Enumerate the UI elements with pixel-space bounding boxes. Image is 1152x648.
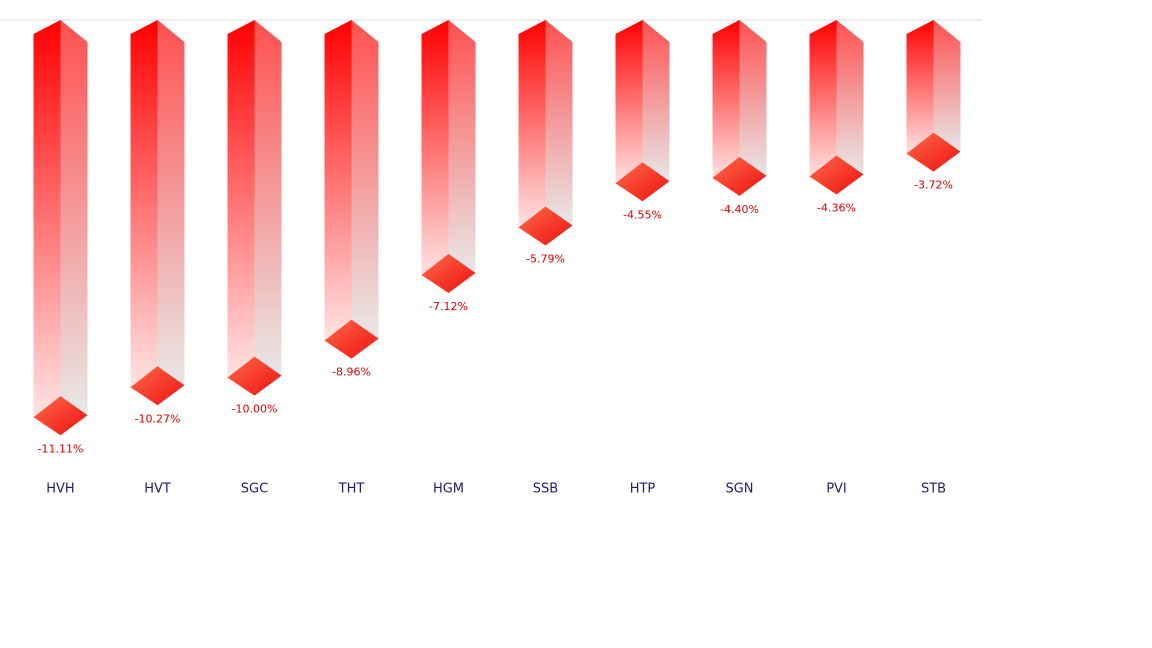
x-tick-label: HVT xyxy=(144,482,171,497)
bar-front xyxy=(130,20,158,389)
bar-front xyxy=(615,20,643,185)
bar-base xyxy=(615,162,670,202)
bar xyxy=(227,20,282,396)
bar xyxy=(809,20,864,195)
bar-base xyxy=(324,319,379,359)
bar xyxy=(712,20,767,196)
bar-base xyxy=(33,396,88,436)
bar-front xyxy=(518,20,546,229)
bar-base xyxy=(227,356,282,396)
value-label: -7.12% xyxy=(429,300,468,313)
x-tick-label: HTP xyxy=(630,482,656,497)
bar-front xyxy=(712,20,740,179)
bar-side xyxy=(642,20,670,183)
bar-front xyxy=(33,20,61,419)
bar-side xyxy=(254,20,282,377)
bar xyxy=(421,20,476,293)
x-tick-label: HVH xyxy=(46,482,74,497)
x-tick-label: PVI xyxy=(826,482,847,497)
bar-front xyxy=(421,20,449,276)
bar-front xyxy=(809,20,837,178)
bar-side xyxy=(157,20,185,387)
bar-side xyxy=(836,20,864,176)
value-label: -10.27% xyxy=(135,412,181,425)
bar xyxy=(906,20,961,172)
value-label: -8.96% xyxy=(332,366,371,379)
x-tick-label: THT xyxy=(338,482,365,497)
bar xyxy=(518,20,573,246)
bar xyxy=(324,20,379,359)
value-label: -3.72% xyxy=(914,179,953,192)
value-label: -5.79% xyxy=(526,253,565,266)
bar xyxy=(33,20,88,436)
value-label: -11.11% xyxy=(38,442,84,455)
bar-base xyxy=(518,206,573,246)
bar-side xyxy=(545,20,573,227)
value-label: -4.40% xyxy=(720,203,759,216)
bar-base xyxy=(809,155,864,195)
bar-side xyxy=(933,20,961,153)
value-label: -4.55% xyxy=(623,208,662,221)
bar-base xyxy=(130,366,185,406)
x-tick-label: SGC xyxy=(241,482,268,497)
value-label: -4.36% xyxy=(817,202,856,215)
x-tick-label: STB xyxy=(921,482,946,497)
x-tick-label: HGM xyxy=(433,482,464,497)
bar-side xyxy=(351,20,379,340)
bar-side xyxy=(448,20,476,274)
bar-front xyxy=(227,20,255,379)
bar-side xyxy=(739,20,767,177)
bar xyxy=(130,20,185,406)
x-tick-label: SSB xyxy=(533,482,558,497)
bar-side xyxy=(60,20,88,417)
bar-front xyxy=(324,20,352,342)
x-tick-label: SGN xyxy=(725,482,753,497)
bar-base xyxy=(421,253,476,293)
bar xyxy=(615,20,670,202)
value-label: -10.00% xyxy=(232,403,278,416)
bar-front xyxy=(906,20,934,155)
bar-base xyxy=(906,132,961,172)
bar-base xyxy=(712,156,767,196)
